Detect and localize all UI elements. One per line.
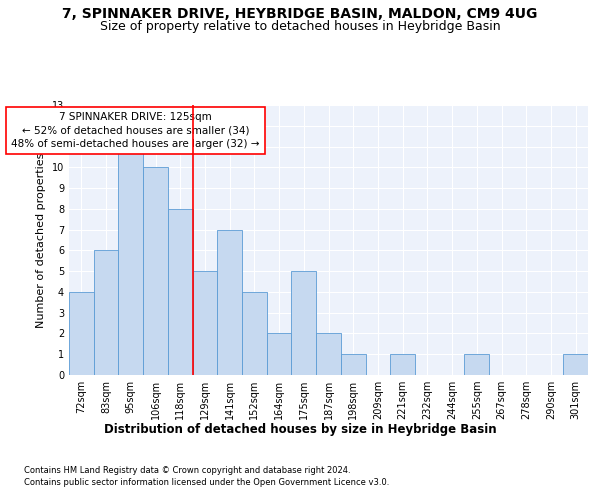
Bar	[193, 271, 217, 375]
Text: Distribution of detached houses by size in Heybridge Basin: Distribution of detached houses by size …	[104, 422, 496, 436]
Bar	[341, 354, 365, 375]
Bar	[94, 250, 118, 375]
Bar	[563, 354, 588, 375]
Bar	[69, 292, 94, 375]
Bar	[316, 334, 341, 375]
Text: Contains public sector information licensed under the Open Government Licence v3: Contains public sector information licen…	[24, 478, 389, 487]
Bar	[118, 146, 143, 375]
Text: Size of property relative to detached houses in Heybridge Basin: Size of property relative to detached ho…	[100, 20, 500, 33]
Bar	[168, 209, 193, 375]
Bar	[217, 230, 242, 375]
Bar	[464, 354, 489, 375]
Bar	[390, 354, 415, 375]
Bar	[292, 271, 316, 375]
Text: 7 SPINNAKER DRIVE: 125sqm
← 52% of detached houses are smaller (34)
48% of semi-: 7 SPINNAKER DRIVE: 125sqm ← 52% of detac…	[11, 112, 260, 148]
Y-axis label: Number of detached properties: Number of detached properties	[36, 152, 46, 328]
Text: Contains HM Land Registry data © Crown copyright and database right 2024.: Contains HM Land Registry data © Crown c…	[24, 466, 350, 475]
Bar	[267, 334, 292, 375]
Bar	[143, 168, 168, 375]
Text: 7, SPINNAKER DRIVE, HEYBRIDGE BASIN, MALDON, CM9 4UG: 7, SPINNAKER DRIVE, HEYBRIDGE BASIN, MAL…	[62, 8, 538, 22]
Bar	[242, 292, 267, 375]
